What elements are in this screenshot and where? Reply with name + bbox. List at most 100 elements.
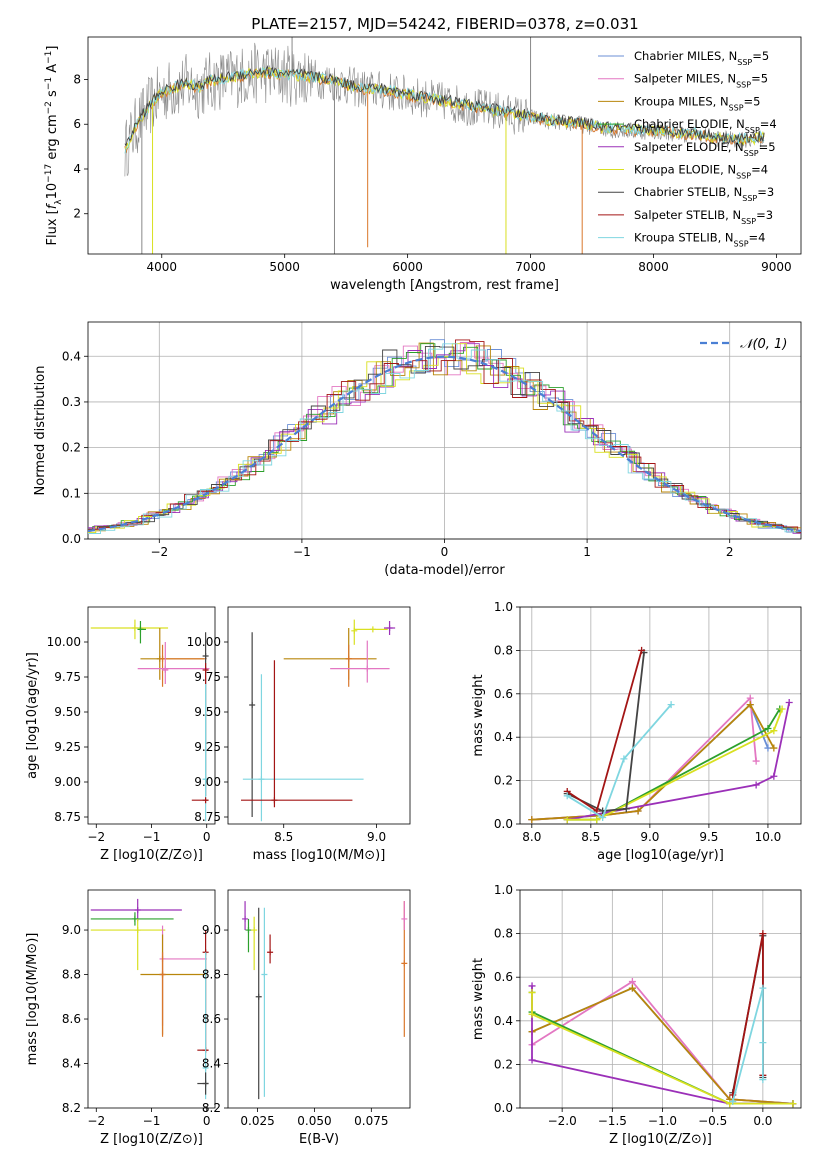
- legend-text: Kroupa MILES, N: [634, 94, 729, 108]
- data-point: [159, 971, 166, 978]
- weight-series-line: [566, 704, 672, 819]
- data-point: [134, 907, 141, 914]
- y-tick-label: 8: [73, 73, 81, 87]
- x-axis-label: Z [log10(Z/Z⊙)]: [100, 848, 203, 863]
- data-point: [261, 971, 268, 978]
- weight-point: [620, 755, 628, 763]
- y-tick-label: 0.0: [494, 817, 513, 831]
- y-tick-label: 0.4: [494, 1014, 513, 1028]
- y-tick-label: 0.1: [62, 486, 81, 500]
- residual-histogram: [88, 343, 801, 534]
- x-axis-label: age [log10(age/yr)]: [597, 848, 724, 863]
- chart-age-vs-Z: −2 −1 0 8.75 9.00 9.25 9.50 9.75 10.00 Z [log10(Z…: [25, 606, 216, 863]
- y-tick-label: 9.25: [54, 740, 81, 754]
- y-label-part: −2: [44, 101, 54, 114]
- y-tick-label: 9.75: [54, 670, 81, 684]
- legend-sub: SSP: [734, 239, 749, 248]
- weight-point: [789, 1100, 797, 1108]
- weight-point: [528, 1056, 536, 1064]
- plot-frame: [87, 889, 216, 1109]
- y-tick-label: 0.6: [494, 687, 513, 701]
- y-tick-label: 0.2: [62, 441, 81, 455]
- legend-text: Kroupa ELODIE, N: [634, 163, 736, 177]
- x-tick-label: 10.0: [755, 830, 782, 844]
- y-tick-label: 8.4: [202, 1057, 221, 1071]
- x-axis-label: E(B-V): [299, 1132, 339, 1147]
- x-tick-label: 8.5: [274, 830, 293, 844]
- weight-point: [770, 772, 778, 780]
- legend-tail: =3: [757, 185, 774, 199]
- y-tick-label: 8.8: [202, 968, 221, 982]
- legend-label: Chabrier STELIB, NSSP=3: [634, 185, 774, 203]
- y-tick-label: 8.4: [62, 1057, 81, 1071]
- y-tick-label: 9.00: [194, 775, 221, 789]
- y-tick-label: 10.00: [187, 635, 221, 649]
- weight-point: [599, 813, 607, 821]
- data-point: [131, 915, 138, 922]
- legend-text: Kroupa STELIB, N: [634, 231, 734, 245]
- weight-point: [752, 781, 760, 789]
- plot-frame: [87, 36, 802, 255]
- legend-label: Kroupa MILES, NSSP=5: [634, 94, 760, 112]
- y-label-part: −1: [44, 51, 54, 64]
- x-tick-label: −2.0: [548, 1114, 577, 1128]
- y-axis-label: Flux [fλ10−17 erg cm−2 s−1 A−1]: [44, 46, 64, 246]
- legend-label: Chabrier MILES, NSSP=5: [634, 49, 769, 67]
- x-tick-label: −2: [150, 545, 168, 559]
- plot-frame: [87, 321, 802, 540]
- y-tick-label: 1.0: [494, 883, 513, 897]
- weight-series-line: [731, 933, 764, 1096]
- x-tick-label: 9000: [761, 260, 792, 274]
- weight-series-line: [567, 708, 783, 821]
- y-tick-label: 9.0: [62, 923, 81, 937]
- chart-weight-vs-age: 8.0 8.5 9.0 9.5 10.0 0.0 0.2 0.4 0.6 0.8 1.0 age [l…: [471, 600, 802, 863]
- y-label-part: λ: [54, 199, 64, 205]
- legend-tail: =4: [751, 163, 768, 177]
- weight-point: [563, 792, 571, 800]
- weight-point: [628, 978, 636, 986]
- weight-series-line: [566, 650, 643, 813]
- weight-point: [764, 744, 772, 752]
- y-tick-label: 0.4: [494, 730, 513, 744]
- weight-point: [746, 694, 754, 702]
- legend-tail: =5: [751, 72, 768, 86]
- figure-title: PLATE=2157, MJD=54242, FIBERID=0378, z=0…: [251, 15, 638, 33]
- weight-point: [528, 1010, 536, 1018]
- weight-point: [563, 816, 571, 824]
- x-tick-label: −1: [293, 545, 311, 559]
- error-crosses: [90, 619, 210, 822]
- weight-point: [764, 725, 772, 733]
- data-point: [271, 797, 278, 804]
- histograms: [88, 339, 801, 534]
- x-tick-label: 0: [203, 1114, 211, 1128]
- y-tick-label: 8.6: [202, 1012, 221, 1026]
- weight-point: [770, 727, 778, 735]
- chart-spectrum: 4000 5000 6000 7000 8000 9000 2 4 6 8 wavelength […: [44, 36, 802, 293]
- data-point: [202, 776, 209, 783]
- y-tick-label: 8.75: [54, 810, 81, 824]
- y-tick-label: 0.2: [494, 774, 513, 788]
- data-point: [369, 626, 376, 633]
- weight-point: [759, 1039, 767, 1047]
- legend-sub: SSP: [736, 171, 751, 180]
- y-tick-label: 0.8: [494, 927, 513, 941]
- x-tick-label: 2: [726, 545, 734, 559]
- chart-weight-vs-Z: −2.0 −1.5 −1.0 −0.5 0.0 0.0 0.2 0.4 0.6 0.8 1.0 Z […: [471, 883, 802, 1147]
- legend-label: 𝒩(0, 1): [740, 337, 787, 352]
- weight-point: [628, 984, 636, 992]
- legend-tail: =4: [749, 231, 766, 245]
- y-label-part: Flux [: [45, 209, 60, 245]
- data-point: [386, 625, 393, 631]
- y-axis-label: mass weight: [471, 674, 486, 756]
- weight-point: [759, 984, 767, 992]
- y-label-part: f: [45, 202, 60, 209]
- y-label-part: s: [45, 90, 60, 101]
- legend-label: Salpeter ELODIE, NSSP=5: [634, 140, 776, 158]
- chart-mass-vs-Z: −2 −1 0 8.2 8.4 8.6 8.8 9.0 Z [log10(Z/Z⊙)] mass …: [25, 889, 216, 1147]
- data-point: [249, 702, 256, 708]
- weight-series-line: [531, 696, 757, 821]
- legend-text: Chabrier ELODIE, N: [634, 117, 745, 131]
- data-point: [134, 927, 141, 934]
- chart-mass-vs-EBV: 0.025 0.050 0.075 8.2 8.4 8.6 8.8 9.0 E(B-V): [202, 889, 411, 1147]
